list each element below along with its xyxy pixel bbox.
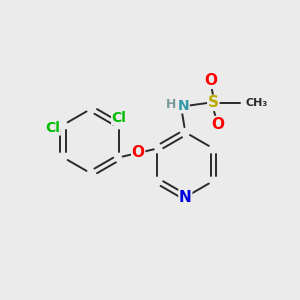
Text: N: N: [179, 190, 192, 205]
Text: O: O: [204, 73, 217, 88]
Text: S: S: [208, 95, 219, 110]
Text: Cl: Cl: [45, 121, 60, 135]
Text: O: O: [211, 117, 224, 132]
Text: H: H: [165, 98, 176, 111]
Text: O: O: [132, 146, 145, 160]
Text: Cl: Cl: [112, 111, 127, 124]
Text: N: N: [178, 99, 189, 113]
Text: CH₃: CH₃: [246, 98, 268, 108]
